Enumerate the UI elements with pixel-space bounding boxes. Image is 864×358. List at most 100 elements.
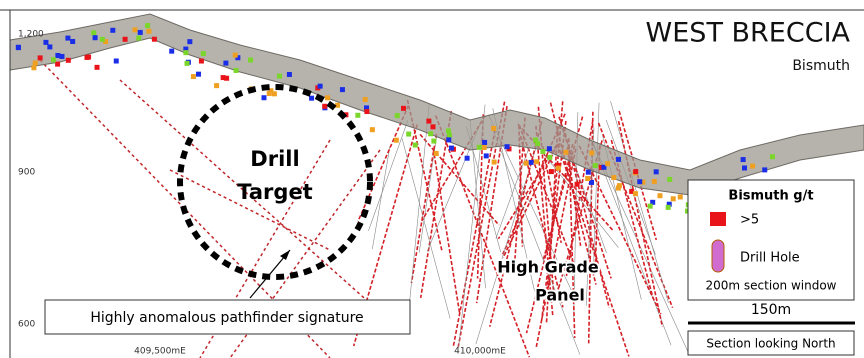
assay-point <box>364 109 369 114</box>
assay-point <box>529 160 534 165</box>
assay-point <box>322 104 327 109</box>
assay-point <box>31 65 36 70</box>
assay-point <box>363 97 368 102</box>
assay-point <box>482 145 487 150</box>
assay-point <box>59 54 64 59</box>
assay-point <box>616 157 621 162</box>
assay-point <box>66 58 71 63</box>
assay-point <box>666 205 671 210</box>
assay-point <box>51 57 56 62</box>
assay-point <box>277 74 282 79</box>
assay-point <box>132 27 137 32</box>
elevation-label: 1,200 <box>18 30 44 40</box>
assay-point <box>370 127 375 132</box>
assay-point <box>91 30 96 35</box>
assay-point <box>637 179 642 184</box>
callout-text: Highly anomalous pathfinder signature <box>90 310 363 326</box>
assay-point <box>223 61 228 66</box>
assay-point <box>248 58 253 63</box>
assay-point <box>287 72 292 77</box>
assay-point <box>187 39 192 44</box>
assay-point <box>547 146 552 151</box>
assay-point <box>540 149 545 154</box>
assay-point <box>657 193 662 198</box>
assay-point <box>185 61 190 66</box>
assay-point <box>146 29 151 34</box>
assay-point <box>394 138 399 143</box>
assay-point <box>100 37 105 42</box>
target-label: Drill <box>250 147 299 171</box>
legend-item: Drill Hole <box>740 251 800 266</box>
assay-point <box>505 144 510 149</box>
assay-point <box>93 35 98 40</box>
elevation-label: 600 <box>18 320 35 330</box>
assay-point <box>123 37 128 42</box>
legend-item: >5 <box>740 213 759 228</box>
assay-point <box>95 65 100 70</box>
assay-point <box>84 55 89 60</box>
assay-point <box>611 175 616 180</box>
assay-point <box>652 179 657 184</box>
assay-point <box>214 83 219 88</box>
assay-point <box>413 143 418 148</box>
subtitle: Bismuth <box>792 58 850 74</box>
assay-point <box>678 194 683 199</box>
assay-point <box>114 58 119 63</box>
assay-point <box>355 113 360 118</box>
assay-point <box>428 131 433 136</box>
assay-point <box>16 45 21 50</box>
assay-point <box>633 169 638 174</box>
assay-point <box>145 23 150 28</box>
assay-point <box>431 139 436 144</box>
assay-point <box>138 30 143 35</box>
assay-point <box>549 169 554 174</box>
assay-point <box>199 59 204 64</box>
assay-point <box>38 55 43 60</box>
assay-point <box>47 44 52 49</box>
assay-point <box>43 40 48 45</box>
assay-point <box>742 165 747 170</box>
assay-point <box>234 68 239 73</box>
assay-point <box>430 124 435 129</box>
assay-point <box>406 132 411 137</box>
assay-point <box>325 95 330 100</box>
assay-point <box>534 159 539 164</box>
assay-point <box>547 155 552 160</box>
assay-point <box>449 146 454 151</box>
assay-point <box>654 169 659 174</box>
assay-point <box>492 160 497 165</box>
easting-label: 409,500mE <box>134 347 186 357</box>
assay-point <box>633 191 638 196</box>
title: WEST BRECCIA <box>646 18 851 49</box>
target-label: Target <box>237 180 312 204</box>
assay-point <box>446 128 451 133</box>
assay-point <box>741 157 746 162</box>
legend-drill-swatch <box>712 240 724 272</box>
assay-point <box>533 138 538 143</box>
assay-point <box>491 126 496 131</box>
assay-point <box>401 106 406 111</box>
assay-point <box>340 87 345 92</box>
assay-point <box>563 150 568 155</box>
assay-point <box>191 74 196 79</box>
assay-point <box>434 151 439 156</box>
assay-point <box>648 204 653 209</box>
assay-point <box>233 53 238 58</box>
assay-point <box>224 76 229 81</box>
assay-point <box>524 161 529 166</box>
assay-point <box>426 119 431 124</box>
assay-point <box>110 28 115 33</box>
assay-point <box>484 153 489 158</box>
assay-point <box>465 156 470 161</box>
easting-label: 410,000mE <box>454 347 506 357</box>
section-view: Drill Target High Grade Panel WEST BRECC… <box>0 0 864 358</box>
assay-point <box>482 140 487 145</box>
assay-point <box>477 145 482 150</box>
assay-point <box>70 39 75 44</box>
assay-point <box>183 50 188 55</box>
assay-point <box>55 62 60 67</box>
assay-point <box>152 37 157 42</box>
assay-point <box>667 177 672 182</box>
assay-point <box>605 161 610 166</box>
assay-point <box>446 137 451 142</box>
